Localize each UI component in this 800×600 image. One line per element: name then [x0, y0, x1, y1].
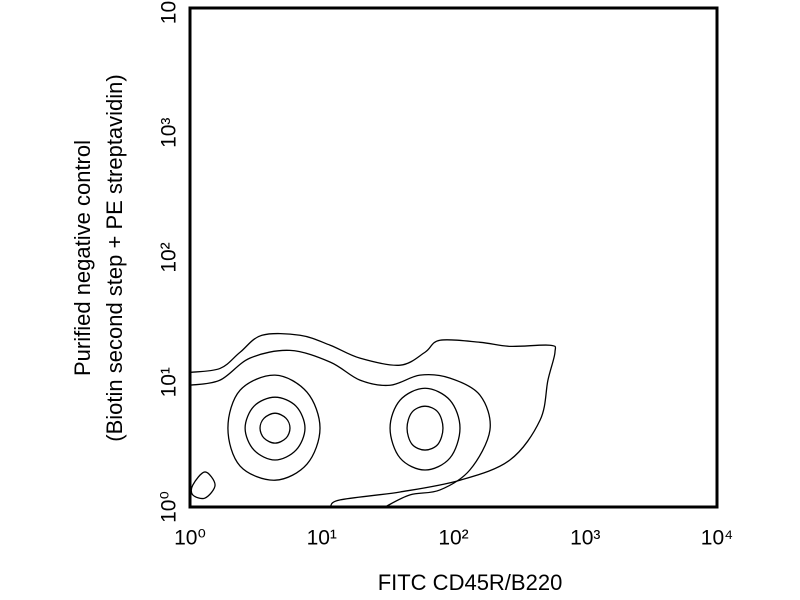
y-tick-label: 10⁰ — [158, 491, 181, 523]
y-tick-label: 10¹ — [158, 367, 181, 397]
contour-line — [189, 349, 491, 508]
y-tick-label: 10³ — [158, 118, 181, 148]
contour-line — [244, 396, 306, 461]
contour-line — [189, 332, 557, 508]
contour-line — [406, 405, 444, 451]
contour-line — [190, 471, 216, 500]
y-tick-label: 10² — [158, 242, 181, 272]
x-axis-label: FITC CD45R/B220 — [378, 570, 563, 595]
x-tick-label: 10¹ — [307, 527, 337, 550]
y-tick-label: 10⁴ — [158, 0, 181, 24]
contour-line — [227, 374, 321, 481]
plot-frame — [188, 6, 719, 509]
y-axis-label: (Biotin second step + PE streptavidin) — [102, 74, 127, 441]
x-tick-label: 10⁴ — [701, 527, 733, 550]
x-tick-label: 10² — [438, 527, 468, 550]
x-tick-label: 10³ — [570, 527, 600, 550]
y-axis-label: Purified negative control — [70, 140, 95, 376]
contour-line — [389, 387, 461, 471]
contour-line — [259, 412, 291, 444]
x-tick-label: 10⁰ — [174, 527, 206, 550]
